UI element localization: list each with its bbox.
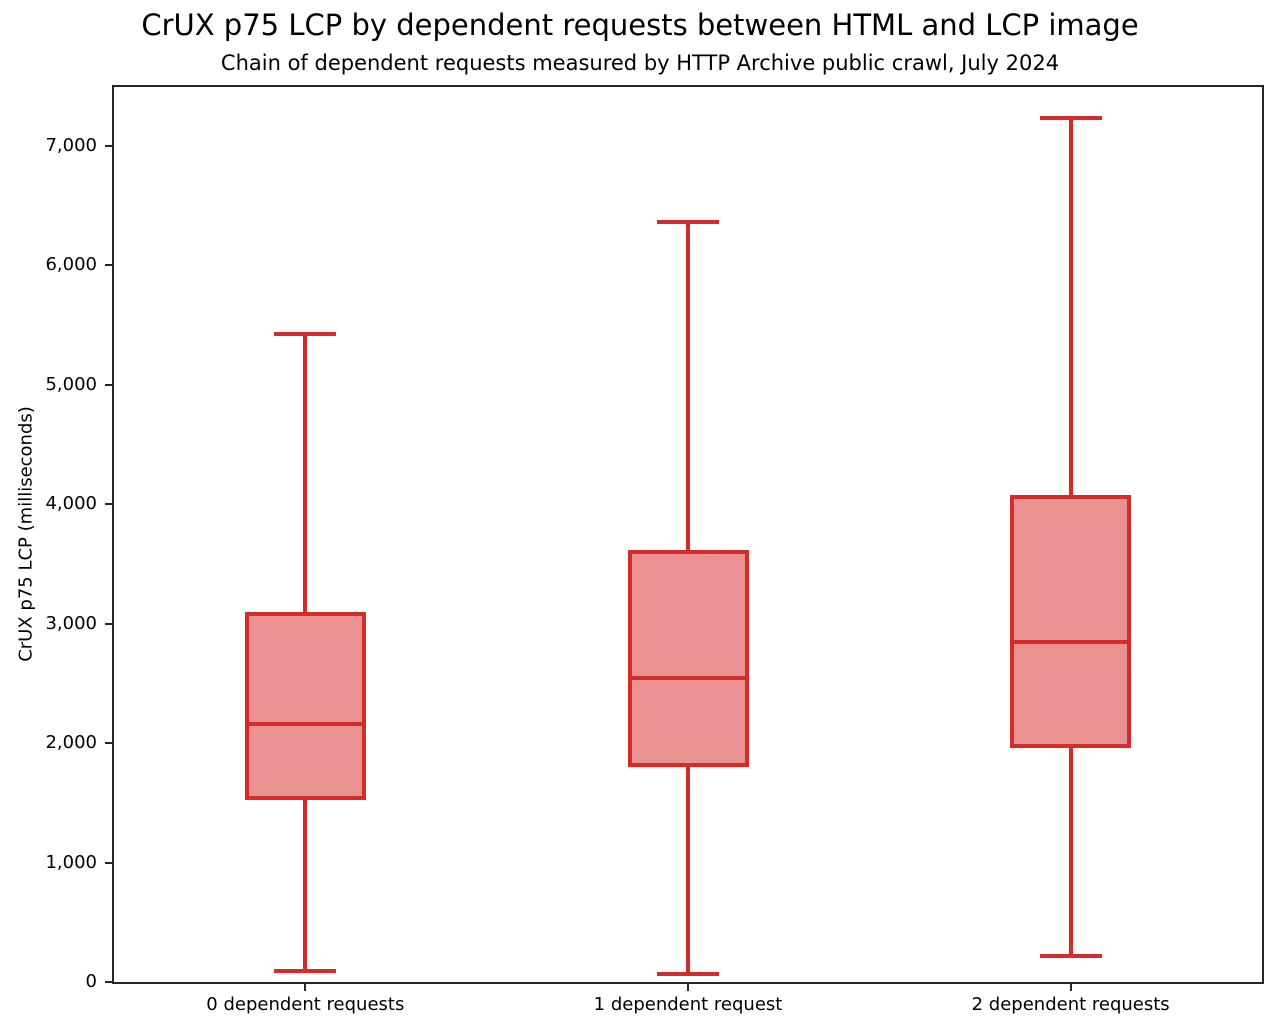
y-tick-label: 6,000 (45, 254, 97, 276)
y-tick-mark (105, 264, 112, 267)
y-tick-label: 7,000 (45, 134, 97, 156)
y-tick-label: 5,000 (45, 373, 97, 395)
x-tick-label: 2 dependent requests (971, 994, 1170, 1015)
y-tick-mark (105, 861, 112, 864)
y-tick-label: 0 (85, 971, 97, 992)
y-tick-label: 4,000 (45, 493, 97, 515)
whisker-upper-cap (1039, 116, 1102, 121)
median-line (1010, 640, 1132, 645)
whisker-upper-line (303, 334, 308, 613)
whisker-lower-cap (657, 971, 719, 976)
iqr-box (244, 612, 366, 800)
whisker-lower-cap (1039, 954, 1102, 959)
y-tick-mark (105, 503, 112, 506)
y-tick-mark (105, 622, 112, 625)
y-tick-mark (105, 742, 112, 744)
y-tick-label: 3,000 (45, 612, 97, 634)
y-tick-mark (105, 144, 112, 147)
x-tick-mark (304, 984, 307, 991)
chart-subtitle: Chain of dependent requests measured by … (220, 51, 1060, 75)
whisker-lower-line (303, 799, 308, 972)
whisker-upper-line (686, 222, 690, 551)
y-tick-label: 1,000 (45, 851, 97, 873)
chart-title: CrUX p75 LCP by dependent requests betwe… (141, 8, 1139, 42)
whisker-lower-cap (274, 969, 337, 974)
plot-area (112, 85, 1264, 984)
x-tick-label: 1 dependent request (593, 994, 783, 1015)
whisker-upper-cap (657, 220, 719, 225)
median-line (627, 676, 749, 681)
whisker-lower-line (686, 766, 690, 974)
x-tick-mark (1069, 984, 1072, 991)
y-tick-label: 2,000 (45, 732, 97, 753)
x-tick-label: 0 dependent requests (206, 994, 405, 1015)
y-tick-mark (105, 981, 112, 983)
whisker-upper-cap (274, 332, 337, 337)
whisker-upper-line (1068, 118, 1073, 496)
x-tick-mark (687, 984, 689, 991)
iqr-box (627, 550, 749, 767)
whisker-lower-line (1068, 748, 1073, 957)
y-tick-mark (105, 383, 112, 386)
iqr-box (1010, 495, 1132, 749)
median-line (244, 722, 366, 727)
